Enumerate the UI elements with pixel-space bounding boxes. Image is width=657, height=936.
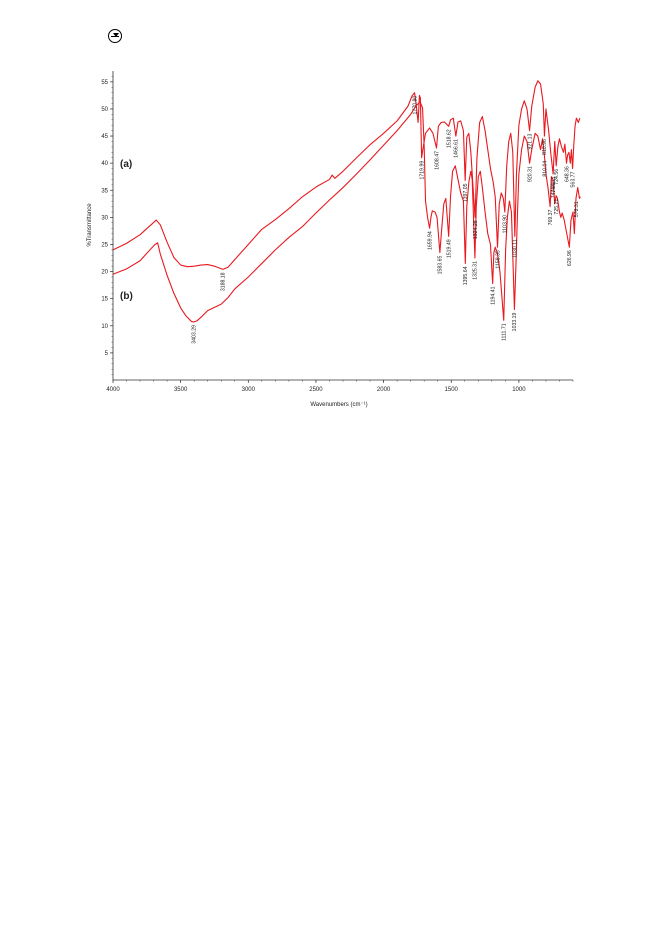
peak-label: 1608.47 (434, 151, 440, 170)
chart-axes: 4000 3500 3000 2500 2000 1500 1000 5 10 15 20 25 30 3… (101, 71, 574, 393)
peak-label: 3403.29 (192, 325, 198, 344)
chart-series (112, 80, 581, 323)
peak-label: 1395.64 (463, 266, 469, 285)
series-line-a (112, 80, 581, 270)
y-tick-label: 55 (101, 80, 108, 86)
x-tick-label: 2500 (309, 387, 323, 393)
peak-label: 1583.65 (438, 256, 444, 275)
peak-label: 769.37 (548, 209, 554, 225)
series-label-a: (a) (120, 159, 132, 170)
peak-label: 1111.71 (502, 323, 508, 341)
peak-label: 725.21 (554, 199, 560, 215)
peak-label: 3188.18 (221, 272, 227, 291)
peak-label: 1324.28 (473, 220, 479, 239)
peak-label: 1103.90 (503, 215, 509, 233)
peak-label: 1030.11 (513, 239, 519, 257)
peak-label: 563.77 (570, 171, 576, 187)
y-tick-label: 40 (101, 161, 108, 167)
peak-label: 1719.99 (419, 161, 425, 180)
x-tick-label: 3000 (242, 387, 256, 393)
x-tick-label: 1500 (445, 387, 459, 393)
y-tick-label: 35 (101, 188, 108, 194)
x-axis-title: Wavenumbers (cm⁻¹) (310, 402, 367, 408)
y-tick-label: 15 (101, 297, 108, 303)
y-tick-label: 30 (101, 215, 108, 221)
y-tick-label: 50 (101, 107, 108, 113)
peak-label: 810.96 (542, 139, 548, 155)
series-label-b: (b) (120, 291, 133, 302)
peak-label: 1519.49 (446, 239, 452, 258)
x-tick-label: 4000 (106, 387, 120, 393)
series-line-b (112, 101, 581, 323)
peak-label: 920.31 (527, 166, 533, 182)
peak-label: 1466.61 (454, 139, 460, 158)
y-tick-label: 45 (101, 134, 108, 140)
x-tick-label: 3500 (174, 387, 188, 393)
peak-label: 1397.05 (463, 183, 469, 202)
peak-label: 747.69 (551, 182, 557, 198)
peak-label: 1194.41 (490, 286, 496, 304)
y-tick-label: 25 (101, 242, 108, 248)
peak-label: 626.96 (567, 250, 573, 266)
peak-label: 648.36 (564, 166, 570, 182)
peak-label: 921.13 (527, 134, 533, 150)
peak-label: 724.56 (554, 169, 560, 185)
y-tick-label: 5 (105, 351, 109, 357)
y-tick-label: 10 (101, 324, 108, 330)
peak-label: 1659.94 (427, 231, 433, 250)
x-tick-label: 1000 (512, 387, 526, 393)
peak-label: 1518.62 (446, 129, 452, 148)
peak-label: 1033.19 (512, 312, 518, 331)
x-tick-label: 2000 (377, 387, 391, 393)
y-tick-label: 20 (101, 270, 108, 276)
peak-label: 1158.35 (495, 250, 501, 268)
y-axis-title: %Transmittance (87, 203, 93, 247)
peak-label: 747.33 (551, 177, 557, 193)
peak-label: 1325.31 (473, 261, 479, 280)
open-access-icon (108, 29, 122, 43)
peak-label: 578.31 (574, 201, 580, 217)
peak-label: 1770.80 (412, 96, 418, 115)
peak-label: 810.04 (542, 161, 548, 177)
